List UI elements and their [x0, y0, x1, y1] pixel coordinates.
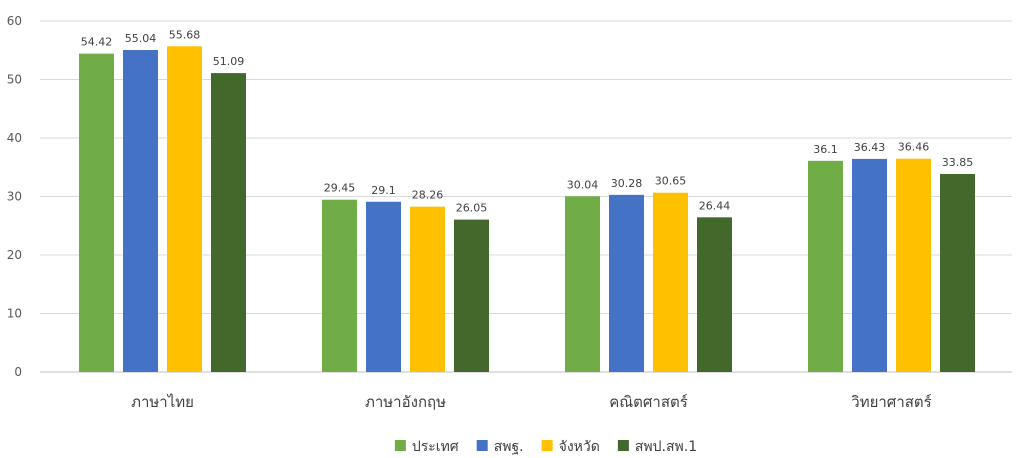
data-label: 36.43: [854, 141, 886, 154]
bar: [454, 219, 489, 372]
data-label: 26.05: [456, 202, 488, 215]
bar: [609, 194, 644, 372]
y-tick-label: 20: [7, 248, 22, 262]
x-axis-categories: ภาษาไทย ภาษาอังกฤษ คณิตศาสตร์ วิทยาศาสตร์: [131, 393, 932, 411]
bar: [410, 206, 445, 372]
bar: [653, 192, 688, 372]
bar: [697, 217, 732, 372]
bars: [79, 46, 975, 373]
data-label: 51.09: [213, 55, 245, 68]
bar: [211, 73, 246, 372]
data-label: 54.42: [81, 36, 113, 49]
data-label: 29.1: [371, 184, 396, 197]
y-tick-label: 10: [7, 307, 22, 321]
y-tick-label: 60: [7, 14, 22, 28]
bar: [366, 201, 401, 372]
bar: [79, 53, 114, 372]
bar: [565, 196, 600, 372]
data-label: 36.1: [813, 143, 838, 156]
legend-swatch: [541, 440, 553, 451]
bar: [167, 46, 202, 372]
y-tick-label: 40: [7, 131, 22, 145]
y-tick-label: 50: [7, 73, 22, 87]
data-labels: 54.42 55.04 55.68 51.09 29.45 29.1 28.26 26.05 3…: [81, 28, 974, 214]
legend-swatch: [476, 440, 488, 451]
x-category-label: วิทยาศาสตร์: [851, 393, 932, 411]
legend-label: สพฐ.: [494, 439, 524, 455]
bar: [852, 158, 887, 372]
legend-swatch: [394, 440, 406, 451]
data-label: 28.26: [412, 189, 444, 202]
bar: [896, 158, 931, 372]
y-tick-label: 30: [7, 190, 22, 204]
data-label: 30.28: [611, 177, 643, 190]
legend-label: สพป.สพ.1: [635, 439, 697, 455]
legend-label: จังหวัด: [559, 439, 600, 455]
x-category-label: ภาษาอังกฤษ: [365, 393, 446, 411]
bar: [940, 173, 975, 372]
bar: [808, 160, 843, 372]
x-category-label: คณิตศาสตร์: [609, 393, 688, 411]
data-label: 29.45: [324, 182, 356, 195]
legend-swatch: [617, 440, 629, 451]
legend-label: ประเทศ: [412, 439, 459, 455]
data-label: 36.46: [898, 141, 930, 154]
data-label: 26.44: [699, 199, 731, 212]
bar: [322, 199, 357, 372]
data-label: 33.85: [942, 156, 974, 169]
bar: [123, 50, 158, 373]
x-category-label: ภาษาไทย: [131, 393, 194, 411]
data-label: 55.68: [169, 28, 201, 41]
data-label: 30.65: [655, 175, 687, 188]
y-tick-label: 0: [14, 365, 22, 379]
y-axis-ticks: 0 10 20 30 40 50 60: [7, 14, 22, 379]
data-label: 30.04: [567, 178, 599, 191]
data-label: 55.04: [125, 32, 157, 45]
legend: ประเทศ สพฐ. จังหวัด สพป.สพ.1: [394, 439, 697, 455]
